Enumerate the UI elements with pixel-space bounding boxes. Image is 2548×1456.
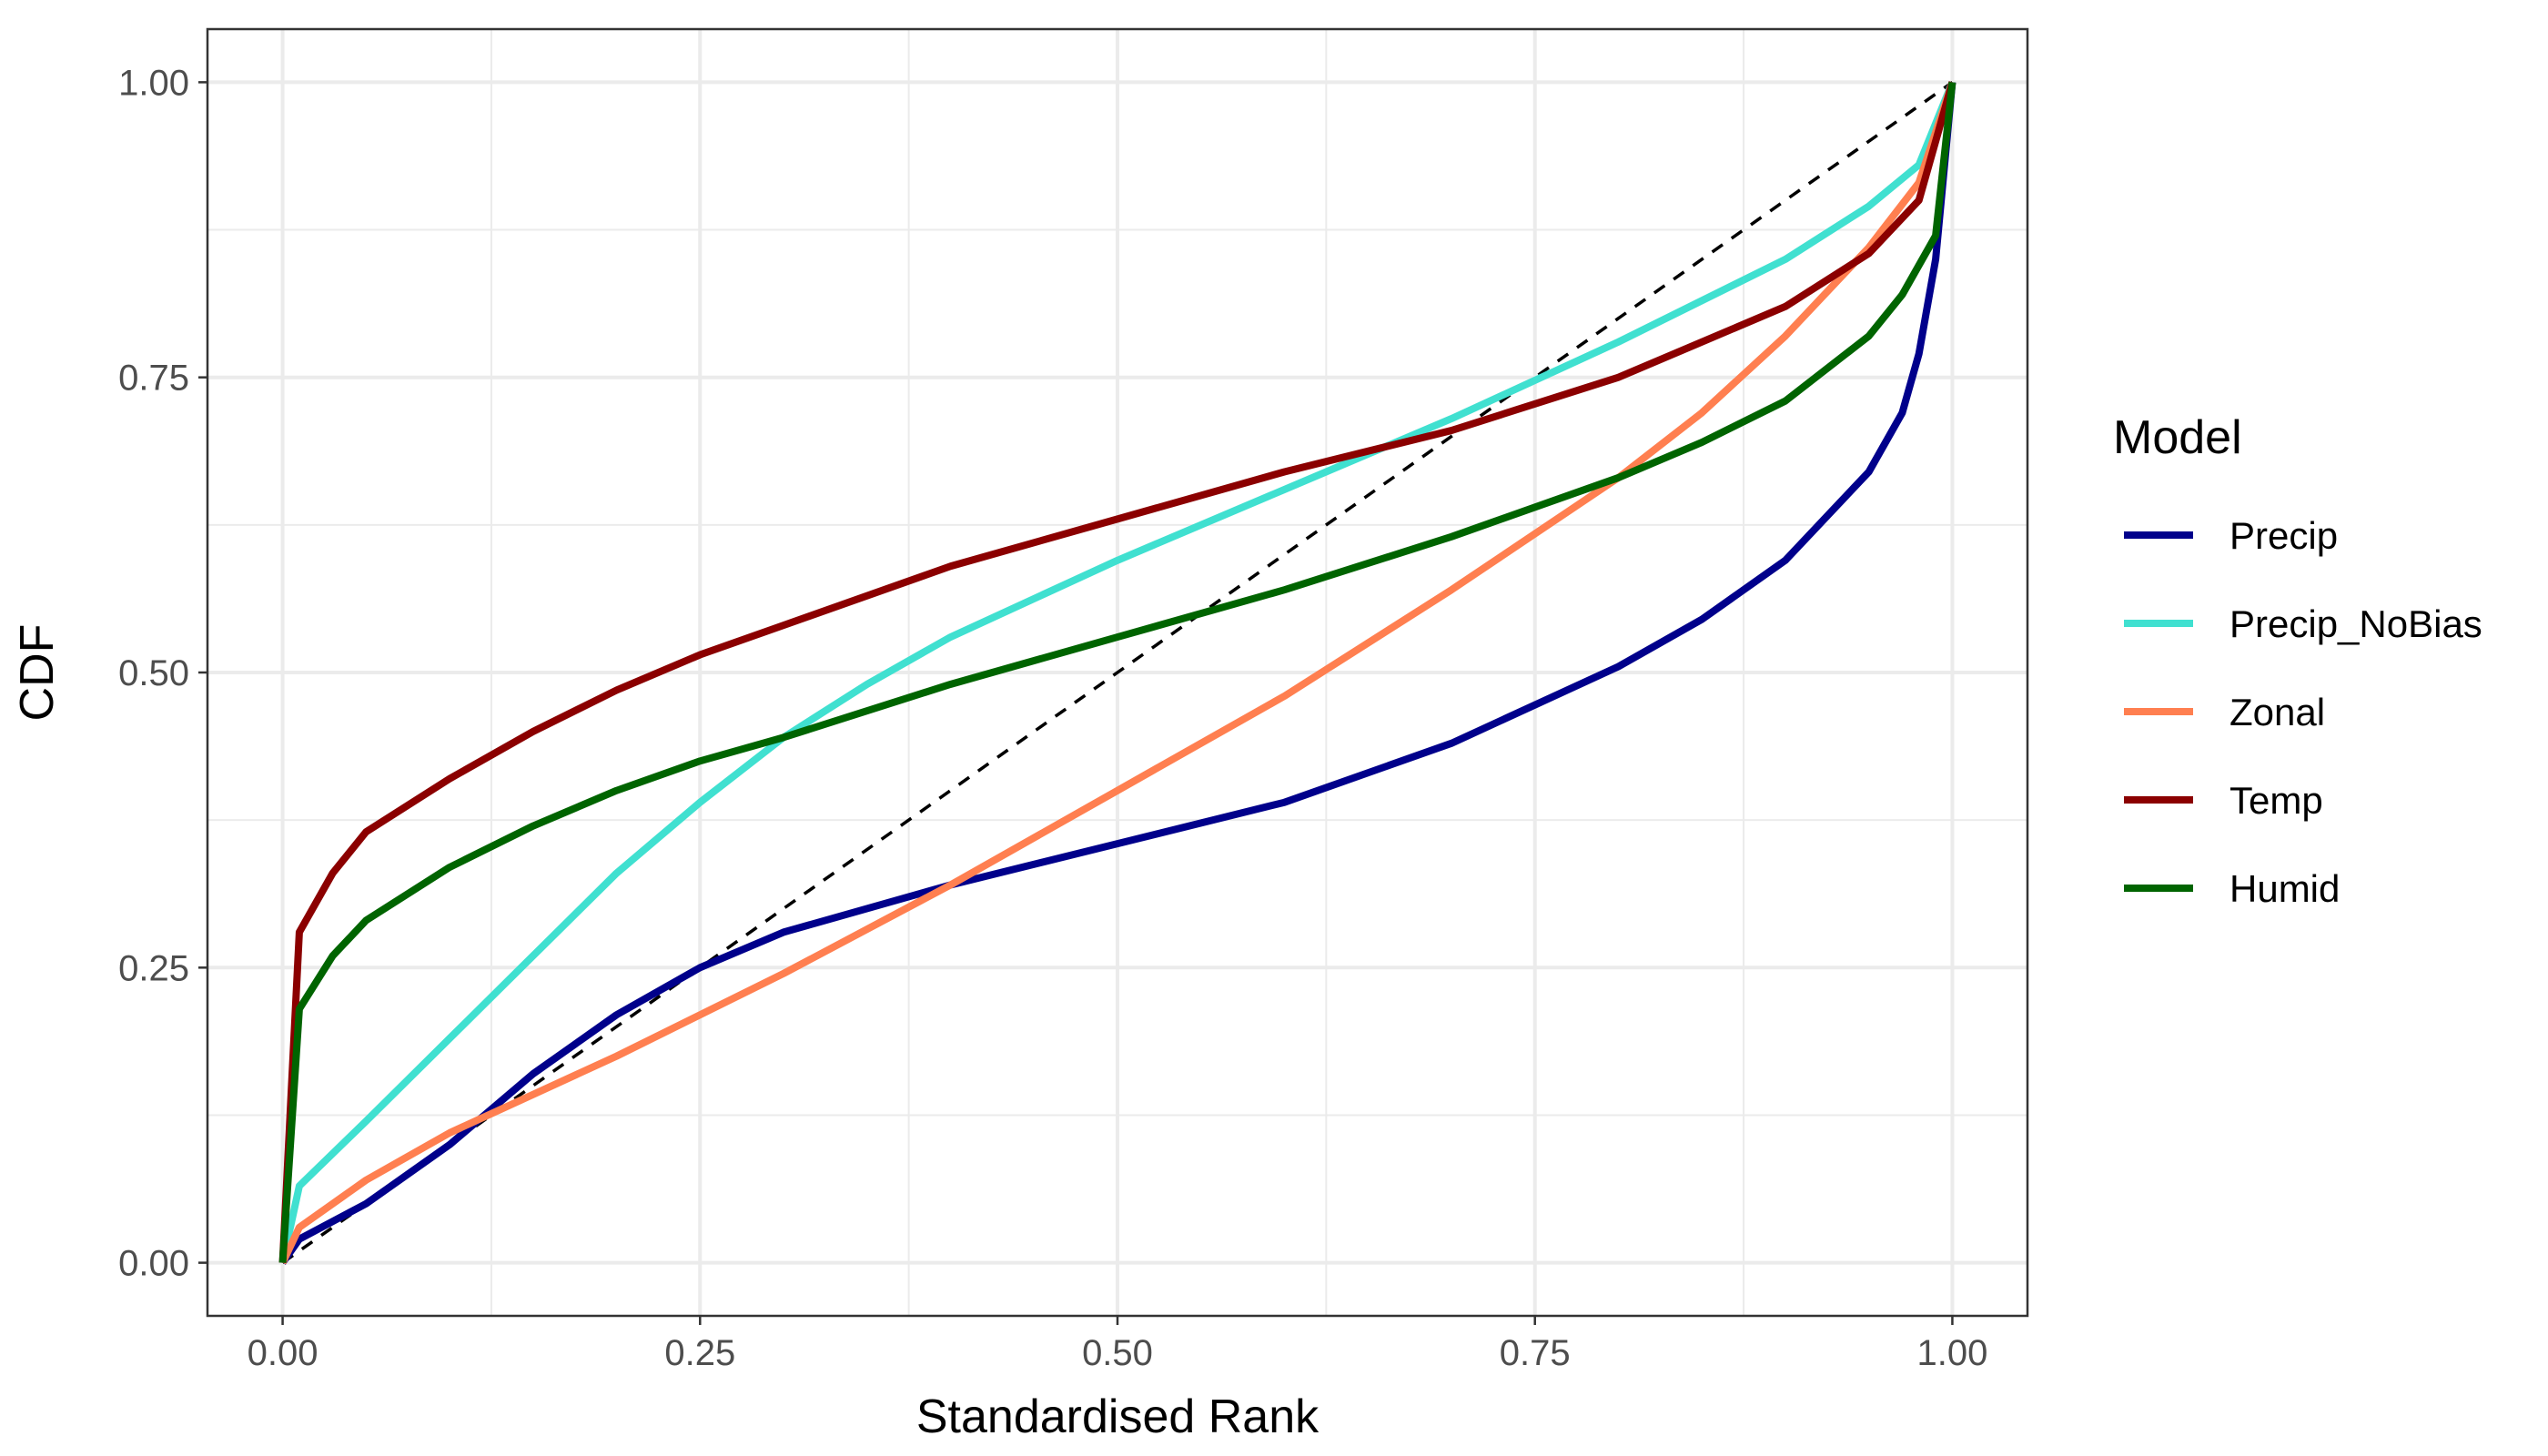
y-tick-label: 1.00 [118, 63, 189, 103]
legend-label-humid: Humid [2230, 867, 2340, 910]
legend-title: Model [2113, 411, 2242, 464]
legend-label-precip-nobias: Precip_NoBias [2230, 602, 2482, 645]
x-axis-title: Standardised Rank [916, 1390, 1320, 1443]
y-axis-title: CDF [11, 624, 64, 722]
x-tick-label: 1.00 [1917, 1333, 1988, 1373]
legend-label-precip: Precip [2230, 514, 2338, 557]
x-tick-label: 0.00 [248, 1333, 318, 1373]
x-tick-label: 0.50 [1082, 1333, 1153, 1373]
series-line-zonal [278, 81, 1956, 1265]
reference-diagonal-line [281, 80, 1954, 1265]
y-tick-label: 0.00 [118, 1244, 189, 1284]
series-line-humid [278, 81, 1956, 1263]
y-tick-label: 0.25 [118, 948, 189, 988]
x-tick-label: 0.25 [664, 1333, 735, 1373]
series-line-temp [278, 81, 1956, 1263]
x-tick-label: 0.75 [1500, 1333, 1571, 1373]
legend-label-temp: Temp [2230, 779, 2323, 822]
series-line-precip-nobias [278, 80, 1956, 1264]
legend: Model Precip Precip_NoBias Zonal Temp Humid [2113, 411, 2482, 910]
legend-label-zonal: Zonal [2230, 691, 2325, 733]
y-tick-label: 0.50 [118, 653, 189, 693]
y-tick-label: 0.75 [118, 359, 189, 399]
